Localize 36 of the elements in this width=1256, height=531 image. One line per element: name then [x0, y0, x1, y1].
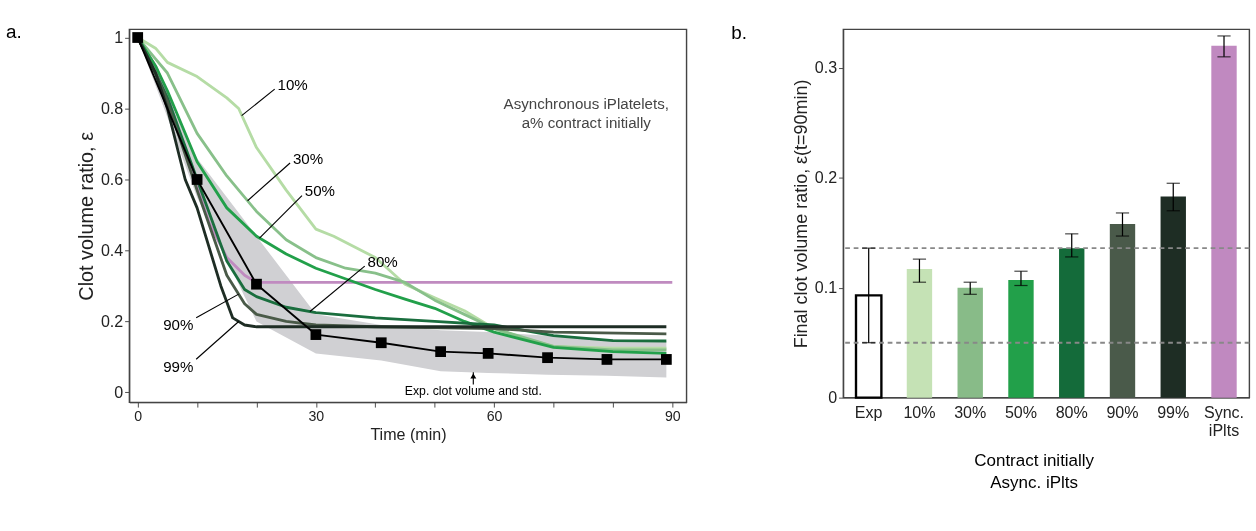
y-tick-label: 0.6	[100, 169, 124, 188]
annotation: 90%	[163, 316, 194, 334]
y-tick-label: 1	[114, 27, 124, 46]
x-tick-label: Sync. iPlts	[1203, 402, 1245, 439]
annotation: 99%	[163, 357, 194, 375]
y-tick-label: 0.2	[100, 311, 124, 330]
chart-title: a.	[6, 21, 22, 43]
x-tick-label: 30%	[954, 402, 987, 421]
chart-title: b.	[731, 21, 748, 43]
y-tick-label: 0	[828, 387, 838, 406]
x-tick-label: 10%	[903, 402, 936, 421]
x-tick-label: Exp	[854, 402, 883, 421]
y-tick-label: 0.2	[814, 167, 838, 186]
annotation: 50%	[304, 182, 336, 200]
y-tick-label: 0	[114, 382, 124, 401]
x-tick-label: 90	[664, 407, 681, 424]
y-tick-label: 0.8	[100, 98, 124, 117]
x-tick-label: 80%	[1055, 402, 1088, 421]
y-tick-label: 0.1	[814, 277, 838, 296]
annotation: Exp. clot volume and std.	[404, 383, 542, 398]
y-tick-label: 0.3	[814, 58, 838, 77]
x-tick-label: 90%	[1106, 402, 1139, 421]
annotation: 30%	[292, 149, 324, 167]
y-axis-title: Clot volume ratio, ε	[75, 131, 98, 301]
annotation: 10%	[277, 76, 308, 94]
x-tick-label: 60	[486, 407, 503, 424]
x-axis-title: Time (min)	[370, 424, 447, 443]
y-axis-title: Final clot volume ratio, ε(t=90min)	[791, 79, 812, 349]
x-tick-label: 0	[134, 407, 143, 424]
x-tick-label: 30	[308, 407, 325, 424]
x-tick-label: 99%	[1157, 402, 1190, 421]
x-tick-label: 50%	[1004, 402, 1038, 421]
annotation: 80%	[367, 253, 398, 271]
annotation: Asynchronous iPlatelets, a% contract initially	[503, 94, 669, 131]
text: Contract initially Async. iPlts	[974, 450, 1095, 493]
y-tick-label: 0.4	[100, 240, 124, 259]
